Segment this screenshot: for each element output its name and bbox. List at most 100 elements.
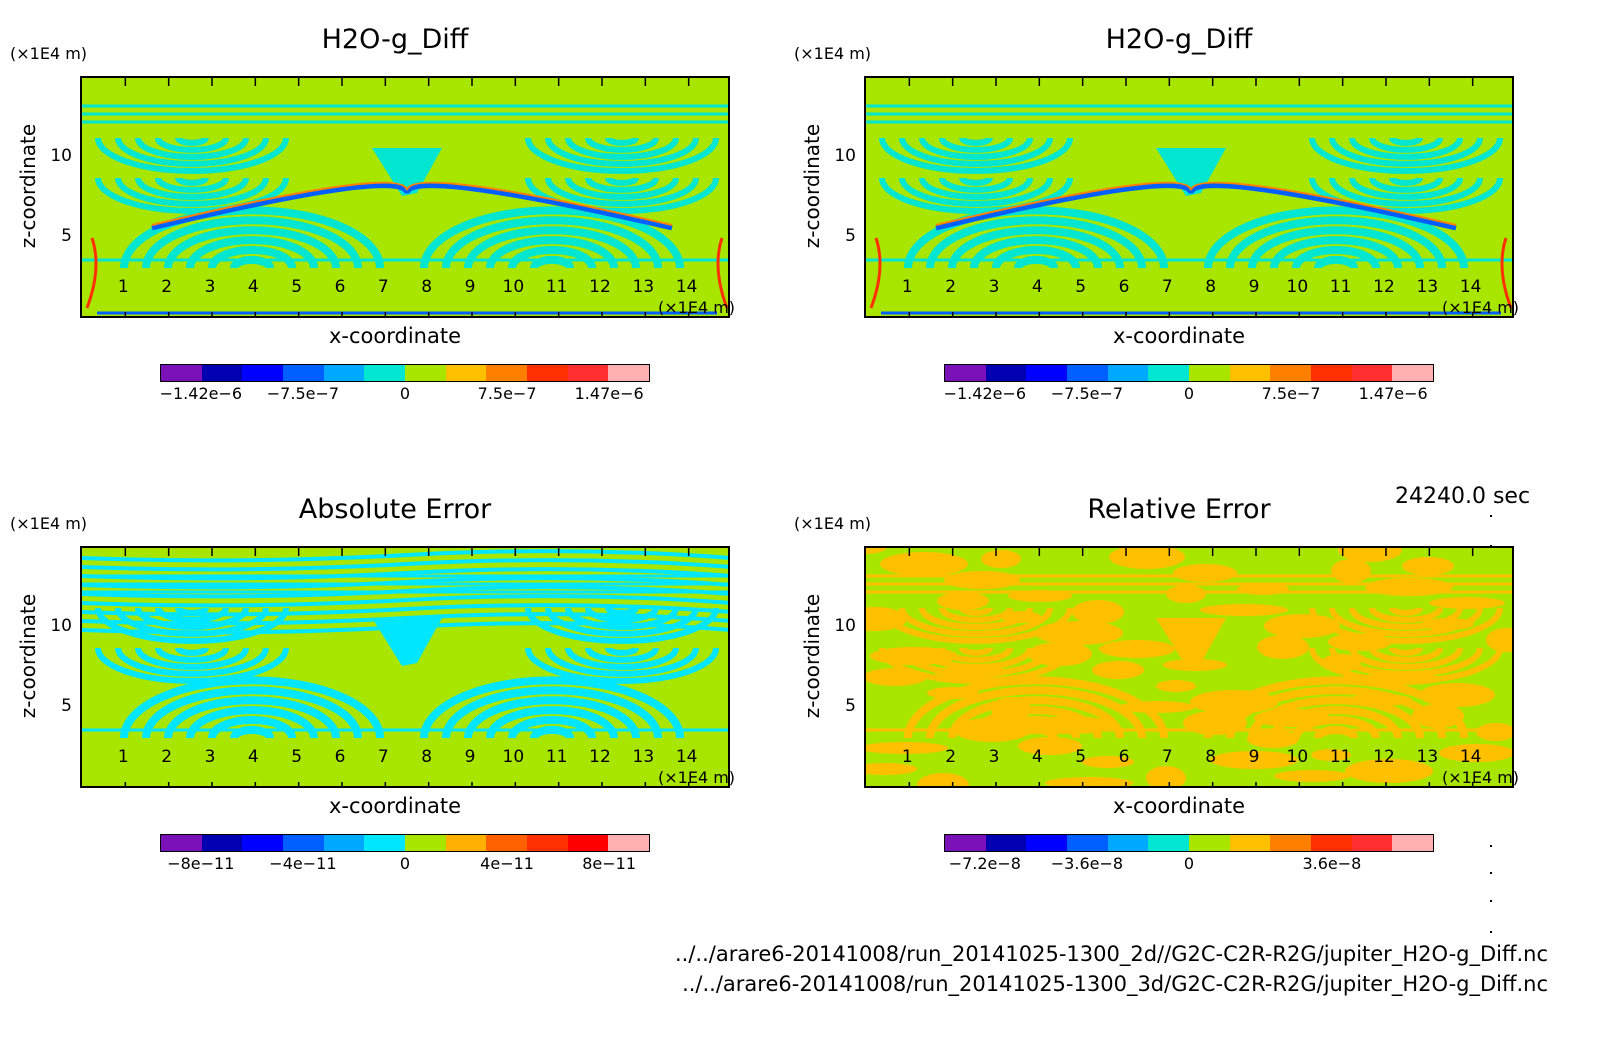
x-tick-label: 8 [1205,277,1217,297]
error-patch [1402,557,1454,575]
marker-dot [1490,515,1492,517]
colorbar-label: 0 [399,384,411,403]
upper-eddy-band [959,646,993,656]
upper-eddy-band [1369,647,1443,663]
upper-eddy-band [605,606,639,616]
arch-front-blue [935,183,1457,231]
upper-eddy-band [545,137,699,167]
colorbar-swatch [405,365,446,381]
colorbar-label: −1.42e−6 [159,384,243,403]
x-axis-label: x-coordinate [1112,794,1245,818]
x-tick-label: 4 [247,277,259,297]
y-axis-label: z-coordinate [16,123,40,249]
upper-eddy-band [939,137,1013,153]
x-tick-label: 13 [1416,747,1439,767]
x-tick-label: 4 [247,747,259,767]
error-patch [1321,654,1361,672]
error-patch [1264,614,1340,638]
error-patch [1163,659,1227,671]
x-tick-label: 14 [675,747,698,767]
upper-eddy-band [1329,137,1483,167]
file-path-2d: ../../arare6-20141008/run_20141025-1300_… [674,942,1548,966]
edge-accent-right [1500,237,1512,309]
error-patch [1099,640,1175,658]
stripe-band [82,567,728,581]
y-tick-label: 10 [50,145,72,166]
edge-accent-left [869,237,882,309]
error-patch [1237,583,1289,595]
upper-eddy-band [1349,177,1463,200]
colorbar-swatch [1229,835,1271,851]
eddy-band [208,716,296,739]
error-patch [1247,730,1299,748]
upper-eddy-band [919,177,1033,200]
error-patch [1311,749,1351,761]
eddy-band [442,686,662,739]
error-patch [1419,683,1495,707]
x-tick-label: 8 [421,747,433,767]
colorbar [160,364,650,382]
x-tick-label: 14 [1459,747,1482,767]
upper-eddy-band [605,176,639,186]
chart-title: H2O-g_Diff [321,24,469,55]
x-tick-label: 6 [1118,277,1130,297]
upper-eddy-band [565,137,679,160]
x-tick-label: 3 [988,747,1000,767]
error-patch [1119,701,1195,713]
x-tick-label: 9 [464,277,476,297]
error-patch [1190,690,1278,714]
colorbar-label: 1.47e−6 [574,384,644,403]
error-patch [1156,680,1196,692]
chart-panel-3: Absolute Error (×1E4 m) z-coordinate 1 2 3 4 5 6… [0,494,760,964]
x-tick-label: 9 [1248,747,1260,767]
upper-eddy-band [565,647,679,670]
colorbar-swatch [1189,835,1230,851]
error-patch [1109,548,1185,569]
colorbar-swatch [1270,835,1312,851]
heatmap-plot-area [864,546,1514,788]
y-tick-label: 10 [834,145,856,166]
stripe-band [82,621,728,635]
x-tick-label: 2 [945,277,957,297]
y-tick-label: 5 [61,226,72,247]
y-axis-label: z-coordinate [16,593,40,719]
error-patch [1146,766,1186,786]
upper-eddy-band [1369,177,1443,193]
colorbar-swatch [985,365,1027,381]
colorbar-swatch [486,365,528,381]
y-unit-label: (×1E4 m) [10,44,88,63]
colorbar-label: 0 [1183,854,1195,873]
error-patch [1254,709,1330,727]
upper-eddy-band [95,137,289,174]
x-axis-label: x-coordinate [328,794,461,818]
x-unit-label: (×1E4 m) [1442,298,1520,317]
eddy-band [420,206,684,269]
colorbar-swatch [445,365,487,381]
error-patch [1486,628,1512,652]
error-patch [927,687,979,699]
x-tick-label: 3 [988,277,1000,297]
eddy-band [530,725,574,739]
error-patch [1025,716,1113,734]
colorbar-swatch [323,835,365,851]
x-tick-label: 12 [589,747,611,767]
error-patch [944,571,1020,589]
upper-eddy-band [1389,176,1423,186]
colorbar-swatch [945,365,986,381]
colorbar [944,834,1434,852]
colorbar-swatch [527,365,568,381]
x-tick-label: 12 [1373,747,1395,767]
colorbar-label: 3.6e−8 [1302,854,1362,873]
error-patch [1092,661,1144,679]
x-tick-label: 1 [901,747,913,767]
arch-front-orange [935,181,1457,226]
eddy-band [508,246,596,269]
eddy-band [926,216,1146,269]
error-patch [1412,704,1464,728]
colorbar-label: −1.42e−6 [943,384,1027,403]
upper-eddy-band [135,647,249,670]
upper-eddy-band [959,136,993,146]
colorbar-label: −7.5e−7 [266,384,340,403]
x-tick-label: 3 [204,277,216,297]
error-patch [917,773,969,786]
